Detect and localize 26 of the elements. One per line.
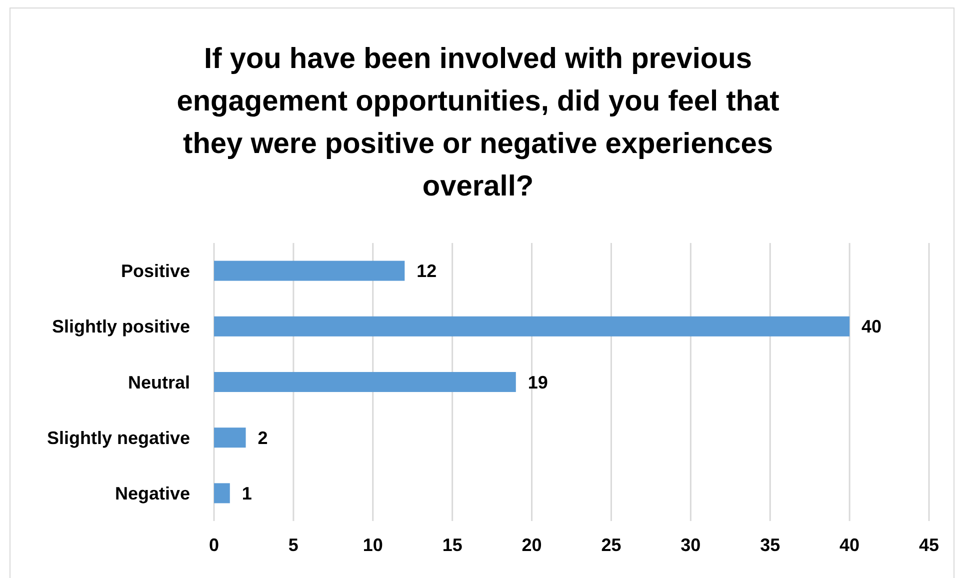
data-label: 12 bbox=[416, 261, 437, 282]
bar bbox=[214, 260, 405, 281]
chart-title: If you have been involved with previous engagement opportunities, did you feel that they were positive or negative experiences overall? bbox=[176, 43, 780, 202]
x-tick-label: 0 bbox=[208, 535, 220, 555]
y-tick-label: Neutral bbox=[128, 372, 190, 392]
bar bbox=[214, 316, 850, 336]
data-label: 19 bbox=[528, 372, 548, 392]
bar bbox=[214, 428, 246, 448]
x-tick-label: 10 bbox=[362, 535, 383, 555]
x-tick-label: 45 bbox=[918, 535, 940, 555]
y-tick-label: Slightly positive bbox=[52, 316, 190, 337]
x-tick-label: 30 bbox=[680, 535, 701, 555]
y-tick-label: Negative bbox=[114, 484, 190, 504]
y-tick-label: Positive bbox=[120, 261, 190, 282]
x-tick-label: 25 bbox=[601, 535, 622, 555]
bar bbox=[214, 483, 230, 504]
x-tick-label: 20 bbox=[522, 535, 542, 555]
x-tick-label: 5 bbox=[288, 535, 298, 555]
data-label: 40 bbox=[862, 316, 882, 337]
data-label: 1 bbox=[242, 484, 252, 504]
bar bbox=[214, 372, 516, 392]
x-tick-label: 15 bbox=[442, 535, 462, 555]
y-tick-label: Slightly negative bbox=[46, 428, 190, 448]
x-tick-label: 40 bbox=[840, 535, 860, 555]
x-tick-label: 35 bbox=[760, 535, 780, 555]
data-label: 2 bbox=[258, 428, 268, 448]
